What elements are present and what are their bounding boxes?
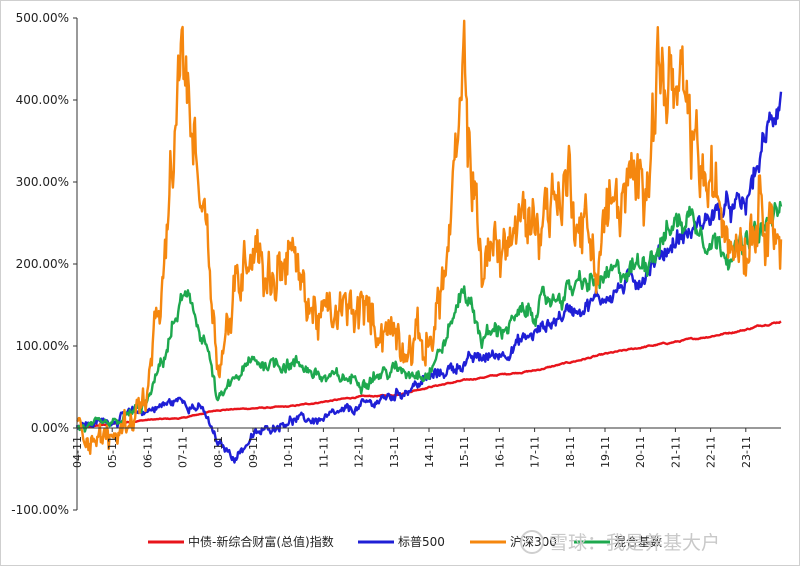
y-tick-label: 300.00% (16, 175, 69, 189)
x-tick-label: 16-11 (493, 436, 506, 468)
series-line-mixed-base (76, 200, 783, 433)
y-tick-label: 200.00% (16, 257, 69, 271)
series-line-csi300 (76, 19, 783, 455)
x-tick-label: 20-11 (634, 436, 647, 468)
x-tick-label: 22-11 (705, 436, 718, 468)
y-tick-label: 400.00% (16, 93, 69, 107)
x-tick-label: 15-11 (458, 436, 471, 468)
x-tick-label: 09-11 (247, 436, 260, 468)
watermark: 雪球：我是养基大户 (520, 530, 720, 554)
x-tick-label: 21-11 (669, 436, 682, 468)
legend-label-mixed-base: 混合基数 (614, 534, 662, 549)
x-tick-label: 13-11 (388, 436, 401, 468)
x-tick-label: 04-11 (71, 436, 84, 468)
watermark-text: 雪球：我是养基大户 (549, 532, 720, 554)
watermark-logo-icon (520, 530, 544, 554)
x-tick-label: 06-11 (141, 436, 154, 468)
legend-label-bond-index: 中债-新综合财富(总值)指数 (188, 534, 334, 549)
axis-layer: -100.00% 0.00% 100.00% 200.00% 300.00% 400.00… (11, 11, 781, 517)
x-tick-label: 05-11 (106, 436, 119, 468)
x-tick-label: 07-11 (177, 436, 190, 468)
x-tick-label: 17-11 (529, 436, 542, 468)
y-tick-label: 0.00% (31, 421, 69, 435)
y-tick-label: 100.00% (16, 339, 69, 353)
x-tick-label: 11-11 (317, 436, 330, 468)
series-line-bond-index (76, 320, 782, 430)
y-tick-label: 500.00% (16, 11, 69, 25)
x-tick-label: 12-11 (353, 436, 366, 468)
x-tick-label: 23-11 (740, 436, 753, 468)
x-tick-label: 10-11 (282, 436, 295, 468)
x-tick-label: 14-11 (423, 436, 436, 468)
y-tick-label: -100.00% (11, 503, 69, 517)
x-tick-label: 18-11 (564, 436, 577, 468)
series-layer (75, 19, 783, 464)
x-tick-label: 08-11 (212, 436, 225, 468)
legend-label-sp500: 标普500 (398, 535, 445, 549)
x-tick-label: 19-11 (599, 436, 612, 468)
